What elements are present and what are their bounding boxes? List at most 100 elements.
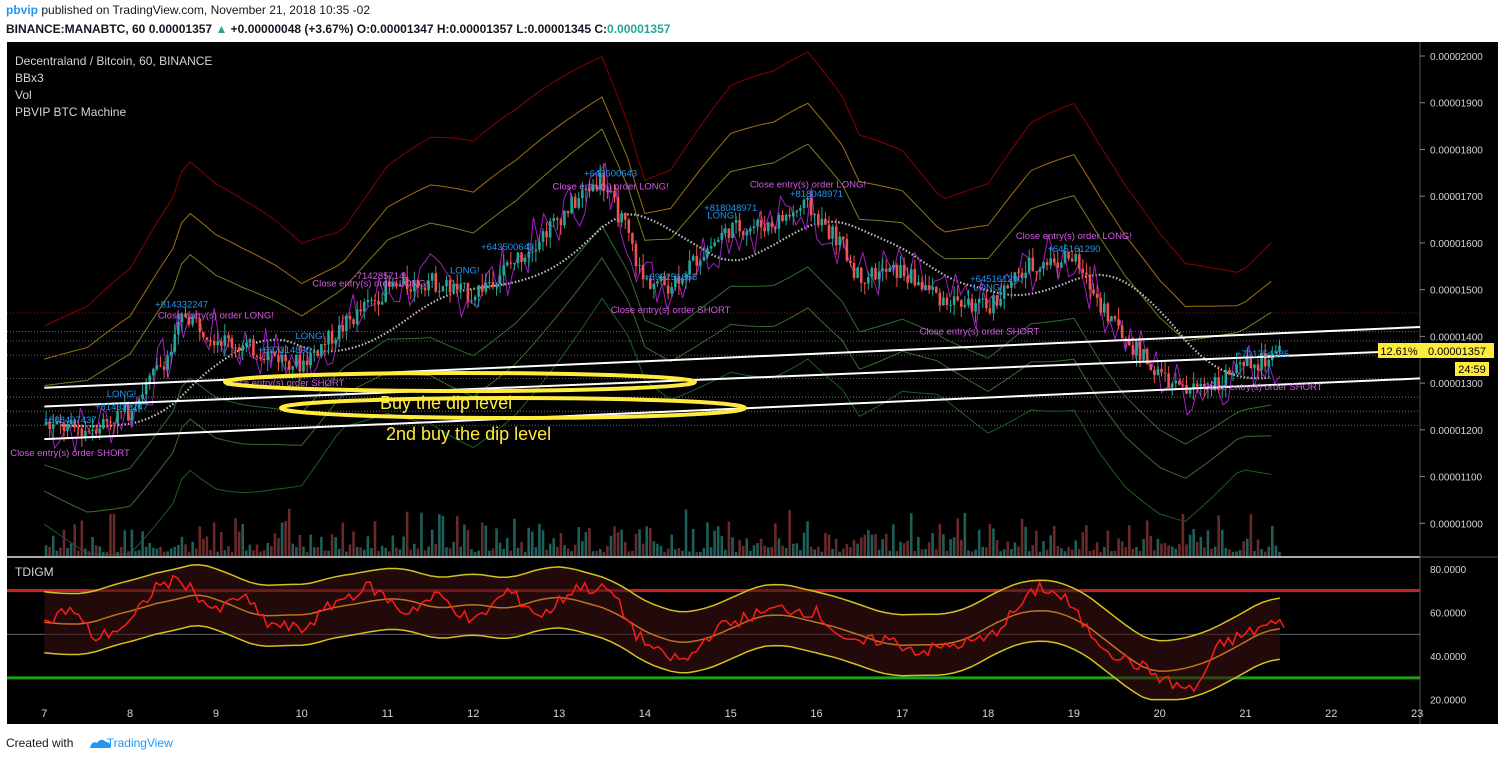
candle-body [312,350,316,353]
candle-body [852,262,856,279]
volume-bar [1242,541,1245,556]
volume-bar [109,514,112,556]
volume-bar [1249,514,1253,556]
volume-bar [459,546,463,556]
volume-bar [820,551,824,556]
candle-body [817,213,820,226]
volume-bar [98,546,101,556]
volume-bar [330,534,334,556]
volume-bar [681,550,684,556]
volume-bar [766,547,770,556]
volume-bar [255,544,259,556]
volume-bar [688,551,691,556]
volume-bar [141,531,144,556]
volume-bar [666,548,670,556]
volume-bar [409,549,413,556]
candle-body [513,263,516,265]
candle-body [427,280,430,291]
candle-body [270,351,273,353]
volume-bar [716,526,720,556]
signal-label: +818048971 [790,189,843,200]
candle-body [495,284,498,287]
volume-bar [498,542,502,556]
volume-bar [834,538,838,556]
volume-bar [438,514,441,556]
candle-body [874,267,877,280]
candle-body [934,287,938,293]
y-tick-label: 0.00001200 [1430,426,1483,437]
volume-bar [420,512,423,556]
volume-bar [752,545,756,556]
candle-body [520,252,523,262]
volume-bar [895,551,899,556]
candle-body [1231,372,1235,375]
candle-body [134,408,137,411]
tdi-lower-band [44,625,1280,701]
volume-bar [1099,551,1102,556]
y-tick-label: 0.00001600 [1430,239,1483,250]
volume-bar [219,532,223,556]
candle-body [527,251,530,258]
volume-bar [159,546,162,556]
volume-bar [166,551,169,556]
volume-bar [827,534,831,556]
candle-body [438,290,441,292]
volume-bar [377,551,380,556]
time-axis[interactable] [7,704,1498,724]
candle-body [970,298,974,312]
volume-bar [1145,520,1149,556]
volume-bar [981,546,985,556]
volume-bar [631,550,634,556]
candle-body [430,273,434,281]
candle-body [148,375,152,383]
volume-bar [252,550,255,556]
y-tick-label: 0.00001000 [1430,519,1483,530]
volume-bar [44,545,48,556]
candle-body [463,282,466,284]
tradingview-link[interactable]: TradingView [106,736,173,750]
candle-body [548,221,552,238]
volume-bar [470,549,473,556]
candle-body [384,281,387,302]
candle-body [1203,383,1206,388]
candle-body [641,264,645,280]
candle-body [1049,258,1052,266]
volume-bar [1231,551,1235,556]
volume-bar [534,547,538,556]
volume-bar [80,520,84,556]
candle-body [76,427,80,429]
volume-bar [952,537,956,556]
y-tick-label: 0.00001300 [1430,379,1483,390]
volume-bar [1110,551,1113,556]
candle-body [305,360,309,366]
candle-body [227,335,230,339]
volume-bar [874,533,877,556]
close-value: 0.00001357 [607,22,671,36]
candle-body [845,239,849,261]
close-label: C: [594,22,608,36]
username[interactable]: pbvip [6,3,38,17]
candle-body [69,419,73,425]
volume-bar [856,543,859,556]
volume-bar [112,514,116,556]
volume-bar [73,524,76,556]
volume-bar [1092,549,1095,556]
legend-title: Decentraland / Bitcoin, 60, BINANCE [15,54,212,68]
candle-body [884,268,888,272]
candle-body [974,303,977,312]
volume-bar [316,547,320,556]
volume-bar [892,524,895,556]
candle-body [352,319,355,325]
candle-body [945,297,949,306]
candle-body [409,289,413,292]
tradingview-logo-icon[interactable] [88,737,112,751]
candle-body [713,242,716,247]
candle-body [838,236,842,246]
volume-bar [859,537,863,556]
candle-body [212,340,216,346]
candle-body [849,260,852,263]
x-tick-label: 20 [1154,708,1166,720]
volume-bar [1274,545,1278,556]
candle-body [609,190,613,193]
